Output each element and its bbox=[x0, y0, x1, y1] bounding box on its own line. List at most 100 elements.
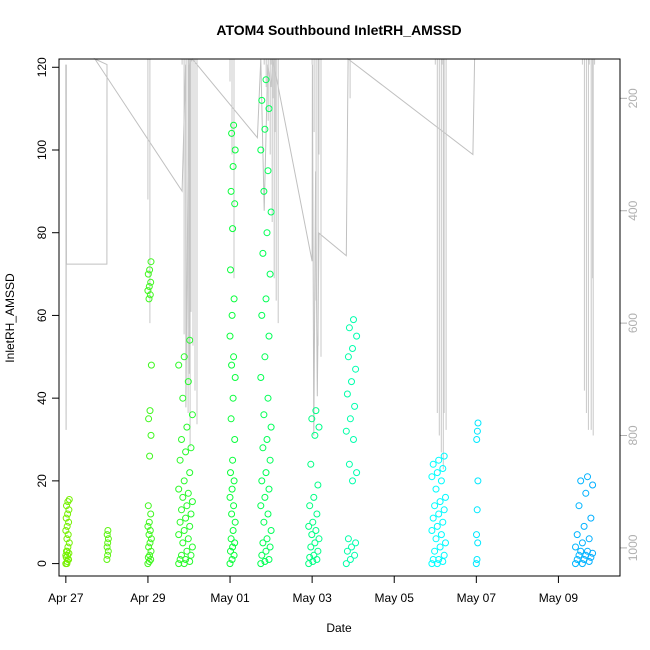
data-point bbox=[312, 407, 320, 415]
data-point bbox=[231, 518, 239, 526]
data-point bbox=[147, 278, 155, 286]
data-point bbox=[309, 518, 317, 526]
data-point bbox=[229, 456, 237, 464]
right-tick-label: 800 bbox=[626, 425, 640, 445]
data-point bbox=[259, 444, 267, 452]
data-point bbox=[229, 527, 237, 534]
data-point bbox=[261, 353, 269, 361]
data-point bbox=[62, 514, 70, 522]
data-point bbox=[183, 423, 191, 431]
data-point bbox=[227, 469, 234, 477]
data-point bbox=[188, 498, 196, 506]
data-point bbox=[263, 229, 271, 237]
data-point bbox=[431, 547, 439, 555]
data-point bbox=[267, 208, 275, 216]
data-point bbox=[428, 473, 436, 481]
x-tick-label: May 09 bbox=[539, 591, 579, 605]
data-point bbox=[439, 518, 447, 526]
data-point bbox=[435, 510, 443, 518]
data-point bbox=[343, 547, 351, 555]
data-point bbox=[350, 436, 357, 443]
data-point bbox=[184, 535, 192, 543]
data-point bbox=[187, 551, 195, 559]
data-point bbox=[585, 535, 593, 543]
data-point bbox=[440, 452, 448, 460]
data-point bbox=[63, 522, 71, 530]
data-point bbox=[147, 431, 155, 439]
data-point bbox=[145, 283, 153, 290]
data-point bbox=[308, 415, 316, 423]
data-point bbox=[258, 477, 266, 485]
data-point bbox=[186, 469, 194, 477]
data-point bbox=[265, 105, 273, 113]
data-point bbox=[144, 287, 152, 295]
data-point bbox=[437, 531, 445, 539]
data-point bbox=[474, 419, 482, 427]
data-point bbox=[146, 452, 154, 460]
right-tick-label: 200 bbox=[626, 88, 640, 108]
data-point bbox=[428, 560, 436, 568]
x-tick-label: Apr 29 bbox=[130, 591, 166, 605]
data-point bbox=[144, 522, 152, 530]
data-point bbox=[104, 547, 112, 555]
data-point bbox=[575, 551, 583, 559]
data-point bbox=[179, 539, 187, 547]
data-point bbox=[103, 556, 111, 563]
data-point bbox=[178, 506, 185, 514]
data-point bbox=[342, 560, 350, 568]
data-point bbox=[351, 551, 359, 559]
data-point bbox=[266, 270, 274, 278]
data-point bbox=[432, 485, 440, 493]
data-point bbox=[429, 514, 437, 522]
data-point bbox=[147, 361, 155, 369]
data-point bbox=[353, 469, 361, 477]
data-point bbox=[103, 543, 111, 551]
data-point bbox=[146, 266, 154, 274]
data-point bbox=[145, 531, 153, 539]
data-point bbox=[259, 539, 267, 547]
data-point bbox=[63, 547, 71, 555]
data-point bbox=[227, 187, 235, 195]
data-point bbox=[144, 270, 152, 278]
data-point bbox=[439, 465, 447, 472]
data-point bbox=[349, 345, 356, 352]
data-point bbox=[64, 510, 72, 518]
data-point bbox=[228, 485, 236, 493]
data-point bbox=[175, 485, 183, 493]
data-point bbox=[228, 510, 236, 518]
data-point bbox=[435, 456, 443, 464]
data-point bbox=[230, 477, 238, 485]
data-point bbox=[261, 493, 269, 501]
data-point bbox=[315, 423, 323, 431]
data-point bbox=[582, 551, 590, 559]
data-point bbox=[313, 510, 321, 518]
right-tick-label: 600 bbox=[626, 313, 640, 333]
data-point bbox=[474, 539, 482, 547]
data-point bbox=[580, 522, 588, 530]
data-point bbox=[63, 535, 71, 543]
data-point bbox=[344, 535, 352, 543]
data-point bbox=[231, 200, 239, 208]
data-point bbox=[442, 493, 449, 501]
data-point bbox=[473, 436, 481, 443]
data-point bbox=[315, 535, 323, 543]
data-point bbox=[310, 493, 318, 501]
data-point bbox=[257, 374, 265, 381]
data-point bbox=[311, 431, 319, 439]
data-point bbox=[227, 266, 234, 274]
data-point bbox=[345, 460, 353, 468]
data-point bbox=[230, 551, 238, 559]
data-point bbox=[258, 551, 266, 559]
data-point bbox=[144, 502, 152, 510]
data-point bbox=[104, 535, 112, 543]
data-point bbox=[259, 249, 267, 257]
data-point bbox=[312, 527, 320, 534]
data-point bbox=[431, 502, 439, 510]
data-point bbox=[584, 473, 591, 481]
data-point bbox=[587, 514, 595, 522]
x-tick-label: May 07 bbox=[457, 591, 497, 605]
data-point bbox=[258, 311, 266, 319]
data-point bbox=[227, 415, 235, 423]
data-point bbox=[344, 353, 352, 361]
data-point bbox=[442, 539, 449, 547]
